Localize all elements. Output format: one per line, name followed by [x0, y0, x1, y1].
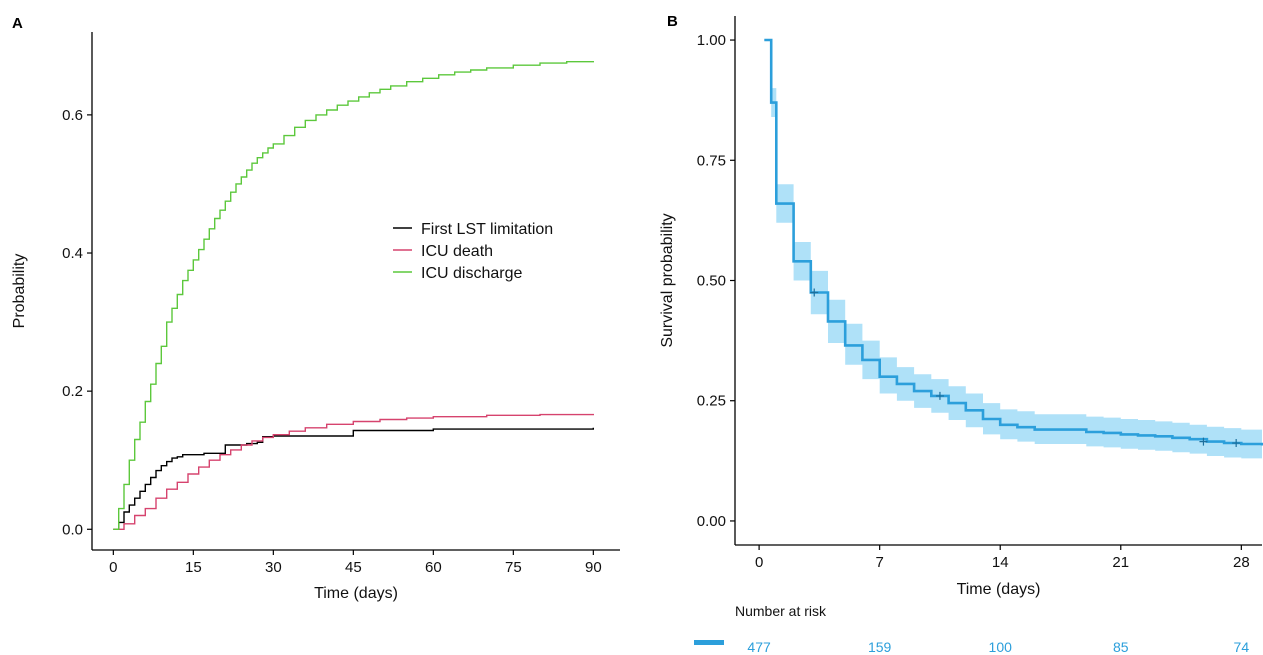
panel-b-y-tick-label: 1.00: [697, 32, 726, 49]
risk-table: Number at risk 477 159 100 85 74: [694, 603, 1249, 655]
legend-label: ICU discharge: [421, 265, 522, 282]
panel-a-x-axis-label: Time (days): [314, 585, 398, 602]
risk-table-title: Number at risk: [735, 603, 827, 619]
panel-a-x-tick-label: 15: [185, 559, 202, 576]
panel-a-y-tick-label: 0.0: [62, 521, 83, 538]
series-line-icu-death: [113, 413, 594, 530]
censor-mark: [1199, 437, 1208, 446]
risk-table-count: 100: [989, 639, 1013, 655]
censor-mark: [1232, 439, 1241, 448]
risk-table-count: 85: [1113, 639, 1129, 655]
panel-a: A 0 15 30 45 60 75 90 0.0 0.2 0.4 0.6 Time (days)…: [11, 15, 620, 602]
panel-b-x-axis-label: Time (days): [957, 581, 1041, 598]
panel-b-x-tick-label: 28: [1233, 554, 1250, 571]
panel-b-y-tick-label: 0.25: [697, 393, 726, 410]
series-line-first-lst-limitation: [113, 427, 594, 530]
panel-a-letter: A: [12, 15, 23, 32]
risk-table-count: 74: [1234, 639, 1250, 655]
series-line-icu-discharge: [113, 61, 594, 530]
risk-table-strata-key: [694, 640, 724, 645]
panel-a-x-tick-label: 75: [505, 559, 522, 576]
risk-table-count: 477: [747, 639, 771, 655]
risk-table-count: 159: [868, 639, 892, 655]
confidence-band: [764, 40, 1262, 460]
panel-a-y-axis-label: Probability: [11, 254, 28, 329]
panel-b-letter: B: [667, 13, 678, 30]
panel-a-x-tick-label: 30: [265, 559, 282, 576]
censor-mark: [810, 288, 819, 297]
panel-a-legend: First LST limitation ICU death ICU dischar…: [393, 221, 553, 282]
legend-label: ICU death: [421, 243, 493, 260]
panel-a-y-tick-label: 0.6: [62, 107, 83, 124]
panel-b-y-axis-label: Survival probability: [659, 213, 676, 347]
censor-mark: [935, 391, 944, 400]
legend-label: First LST limitation: [421, 221, 553, 238]
panel-a-y-tick-label: 0.4: [62, 245, 83, 262]
panel-b-y-tick-label: 0.50: [697, 273, 726, 290]
panel-a-y-tick-label: 0.2: [62, 383, 83, 400]
panel-b-y-tick-label: 0.75: [697, 152, 726, 169]
panel-b-x-tick-label: 21: [1112, 554, 1129, 571]
panel-b-x-tick-label: 14: [992, 554, 1009, 571]
panel-a-x-tick-label: 60: [425, 559, 442, 576]
panel-b-x-tick-label: 0: [755, 554, 763, 571]
survival-curve: [764, 38, 1263, 446]
panel-a-x-tick-label: 0: [109, 559, 117, 576]
panel-b: B 0 7 14 21 28 0.00 0.25 0.50 0.75 1.00 Time (da…: [659, 13, 1263, 655]
panel-a-x-tick-label: 90: [585, 559, 602, 576]
panel-b-y-tick-label: 0.00: [697, 513, 726, 530]
panel-a-x-tick-label: 45: [345, 559, 362, 576]
panel-b-x-tick-label: 7: [875, 554, 883, 571]
